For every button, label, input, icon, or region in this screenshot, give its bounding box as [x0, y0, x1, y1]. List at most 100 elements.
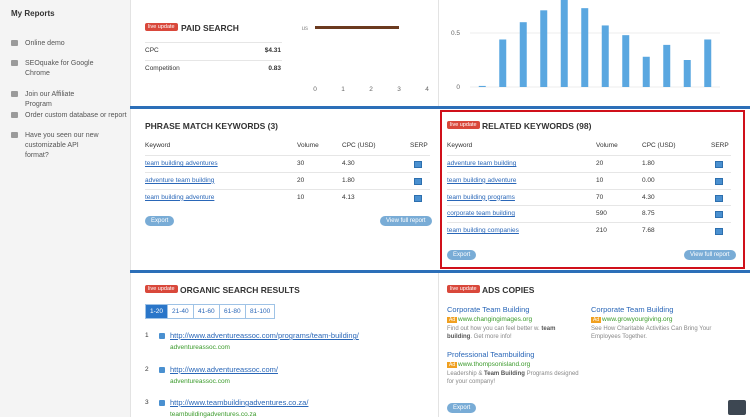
hr: [447, 205, 731, 207]
serp-icon[interactable]: [414, 177, 422, 185]
serp-icon[interactable]: [715, 194, 723, 202]
y-tick-label: 0.5: [451, 30, 460, 37]
bar: [601, 25, 609, 87]
export-button[interactable]: Export: [447, 250, 477, 260]
volume: 30: [297, 160, 305, 167]
rank: 3: [145, 399, 149, 406]
cpc: 0.00: [642, 176, 655, 184]
keyword-link[interactable]: team building adventure: [145, 193, 215, 201]
bar: [622, 35, 630, 87]
volume: 20: [297, 176, 305, 184]
column-header: CPC (USD): [342, 142, 376, 149]
badge: live update: [447, 121, 480, 129]
keyword-link[interactable]: team building adventures: [145, 160, 218, 167]
export-button[interactable]: Export: [447, 403, 477, 413]
serp-icon[interactable]: [715, 177, 723, 185]
trend-chart: 00.5: [451, 0, 720, 91]
column-header: SERP: [711, 142, 729, 149]
tab[interactable]: 21-40: [167, 304, 194, 319]
ad-text: Find out how you can feel better w. team…: [447, 326, 582, 341]
serp-icon[interactable]: [715, 228, 723, 236]
full-report-button[interactable]: View full report: [380, 216, 432, 226]
sidebar-link[interactable]: Online demo: [25, 40, 65, 47]
bar: [683, 60, 691, 87]
keyword-link[interactable]: corporate team building: [447, 210, 515, 218]
ad-tag: Ad: [447, 317, 458, 323]
y-tick-label: 0: [456, 84, 460, 91]
volume: 590: [596, 210, 607, 218]
sidebar-icon: [11, 91, 18, 97]
rank: 2: [145, 365, 149, 373]
sidebar-link[interactable]: Have you seen our new customizable API f…: [25, 132, 99, 159]
divider: [438, 0, 439, 106]
ad-tag: Ad: [591, 317, 602, 323]
hr: [447, 222, 731, 224]
result-domain: adventureassoc.com: [170, 344, 230, 351]
serp-icon[interactable]: [715, 161, 723, 168]
link-icon: [159, 400, 165, 406]
bar: [581, 8, 589, 87]
serp-icon[interactable]: [414, 161, 422, 168]
ad-text-part: Leadership &: [447, 371, 485, 377]
ad-title[interactable]: Professional Teambuilding: [447, 350, 535, 359]
badge: live update: [145, 23, 178, 31]
result-url[interactable]: http://www.adventureassoc.com/: [170, 364, 278, 374]
x-tick-label: 2: [369, 86, 373, 93]
value: N/A: [265, 0, 276, 2]
keyword-link[interactable]: adventure team building: [145, 176, 215, 184]
column-header: SERP: [410, 142, 428, 149]
sidebar-link[interactable]: Join our Affiliate Program: [25, 91, 75, 108]
volume: 10: [297, 193, 305, 201]
volume: 10: [596, 176, 604, 184]
bar: [642, 56, 650, 87]
tab[interactable]: 1-20: [145, 304, 169, 319]
section-title: PAID SEARCH: [181, 23, 239, 33]
ad-text: See How Charitable Activities Can Bring …: [591, 326, 726, 341]
keyword-link[interactable]: team building adventure: [447, 176, 517, 184]
result-url[interactable]: http://www.adventureassoc.com/programs/t…: [170, 331, 359, 340]
sidebar-link[interactable]: Order custom database or report: [25, 112, 127, 119]
hr: [447, 188, 731, 190]
ad-url: www.changingimages.org: [458, 316, 533, 323]
result-domain: teambuildingadventures.co.za: [170, 411, 257, 418]
metric-value: $4.31: [264, 47, 281, 54]
sidebar-title: My Reports: [11, 9, 55, 18]
keyword-link[interactable]: adventure team building: [447, 160, 517, 167]
bar: [519, 22, 527, 88]
feedback-button[interactable]: [728, 400, 746, 415]
bar: [499, 39, 507, 87]
hr: [145, 188, 430, 190]
bar: [704, 39, 712, 87]
volume: 20: [596, 160, 604, 167]
sidebar-icon: [11, 132, 18, 138]
column-header: Keyword: [145, 142, 171, 149]
result-url[interactable]: http://www.teambuildingadventures.co.za/: [170, 398, 309, 407]
sidebar-icon: [11, 112, 18, 118]
full-report-button[interactable]: View full report: [684, 250, 736, 260]
tab[interactable]: 81-100: [245, 304, 276, 319]
divider: [130, 106, 750, 109]
cpc: 7.68: [642, 227, 655, 235]
keyword-link[interactable]: team building programs: [447, 193, 515, 201]
keyword-link[interactable]: team building companies: [447, 227, 519, 235]
sidebar-icon: [11, 60, 18, 66]
tab[interactable]: 61-80: [219, 304, 246, 319]
tab[interactable]: 41-60: [193, 304, 220, 319]
ad-url: www.growyourgiving.org: [602, 316, 673, 323]
ad-title[interactable]: Corporate Team Building: [591, 305, 674, 314]
bar: [560, 0, 568, 87]
sidebar-link[interactable]: SEOquake for Google Chrome: [25, 60, 94, 77]
bar: [540, 10, 548, 87]
export-button[interactable]: Export: [145, 216, 175, 226]
ad-tag: Ad: [447, 362, 458, 368]
ad-title[interactable]: Corporate Team Building: [447, 305, 530, 314]
hr: [145, 155, 430, 156]
sidebar: [0, 0, 131, 417]
bar: [663, 44, 671, 87]
badge: live update: [145, 285, 178, 293]
bar: [478, 85, 486, 87]
serp-icon[interactable]: [715, 211, 723, 219]
serp-icon[interactable]: [414, 194, 422, 202]
metric-label: Competition: [145, 65, 180, 72]
metric-label: CPC: [145, 47, 159, 54]
